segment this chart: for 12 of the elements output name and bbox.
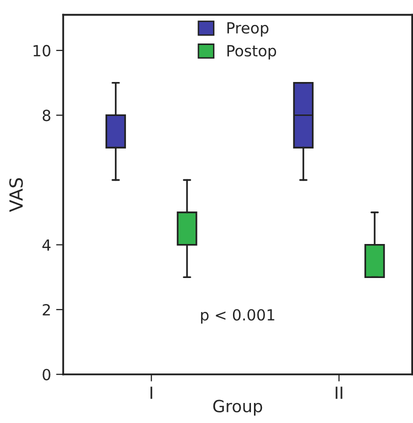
- y-tick-label: 8: [42, 110, 50, 122]
- annotation: p < 0.001: [201, 309, 274, 324]
- y-tick-label: 2: [42, 304, 50, 316]
- y-tick-label: 0: [42, 368, 50, 380]
- y-tick-label: 10: [34, 44, 50, 56]
- x-tick-label: I: [150, 386, 152, 399]
- y-tick-label: 4: [42, 239, 51, 251]
- x-tick-label: II: [336, 386, 342, 399]
- y-axis-title: VAS: [9, 178, 23, 212]
- x-axis-title: Group: [213, 400, 262, 416]
- legend-label: Preop: [227, 22, 268, 37]
- legend-label: Postop: [227, 45, 276, 60]
